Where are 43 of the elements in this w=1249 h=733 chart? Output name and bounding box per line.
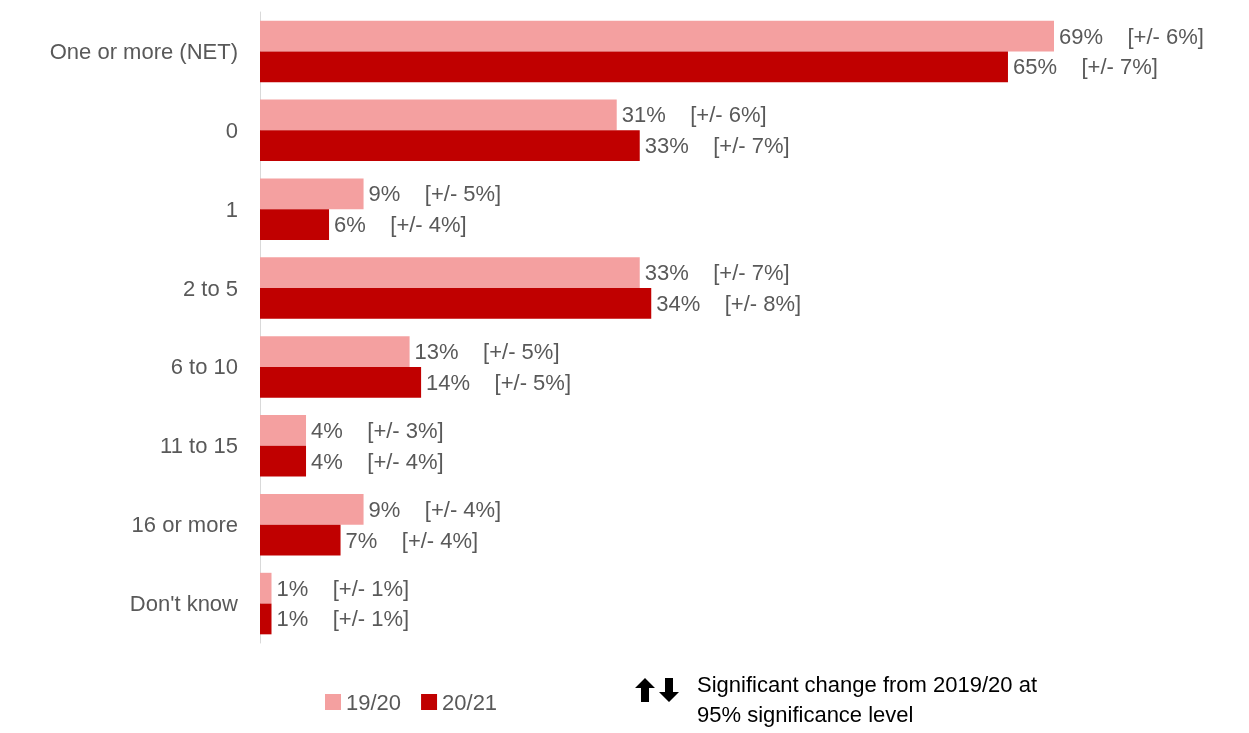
bar (260, 51, 1008, 83)
data-label: 69% [+/- 6%] (1059, 23, 1204, 49)
bar (260, 178, 364, 210)
data-label: 13% [+/- 5%] (414, 339, 560, 365)
bar (260, 603, 272, 635)
data-label: 1% [+/- 1%] (276, 606, 410, 632)
data-label: 6% [+/- 4%] (334, 212, 467, 238)
data-label: 7% [+/- 4%] (345, 527, 479, 553)
bar (260, 415, 307, 446)
bar (260, 209, 330, 240)
y-tick-label: 11 to 15 (160, 433, 238, 459)
bar (260, 130, 640, 162)
y-tick-label: 1 (225, 196, 238, 222)
y-tick-label: One or more (NET) (49, 38, 238, 64)
bar (260, 336, 410, 367)
data-label: 33% [+/- 7%] (644, 133, 790, 159)
y-tick-label: 16 or more (131, 512, 238, 538)
y-tick-label: 2 to 5 (182, 275, 238, 301)
bar (260, 288, 652, 319)
data-label: 4% [+/- 3%] (311, 417, 444, 443)
legend-label: 19/20 (346, 689, 402, 715)
data-label: 4% [+/- 4%] (311, 448, 444, 474)
bar (260, 257, 640, 289)
y-tick-label: Don't know (129, 591, 239, 617)
bar (260, 99, 617, 131)
data-label: 33% [+/- 7%] (644, 260, 790, 286)
data-label: 9% [+/- 5%] (368, 181, 502, 207)
data-label: 14% [+/- 5%] (426, 369, 572, 395)
y-tick-label: 6 to 10 (170, 354, 238, 380)
data-label: 1% [+/- 1%] (276, 575, 410, 601)
bar (260, 20, 1054, 52)
bar (260, 572, 272, 604)
data-label: 31% [+/- 6%] (621, 102, 767, 128)
legend-label: 20/21 (442, 689, 498, 715)
bar (260, 445, 307, 477)
data-label: 34% [+/- 8%] (656, 290, 802, 316)
data-label: 9% [+/- 4%] (368, 496, 502, 522)
bar (260, 493, 364, 525)
data-label: 65% [+/- 7%] (1012, 54, 1158, 80)
y-tick-label: 0 (225, 117, 238, 143)
bar (260, 524, 341, 556)
text: Significant change from 2019/20 at 95% significance level (697, 671, 1044, 727)
bar (260, 366, 422, 398)
